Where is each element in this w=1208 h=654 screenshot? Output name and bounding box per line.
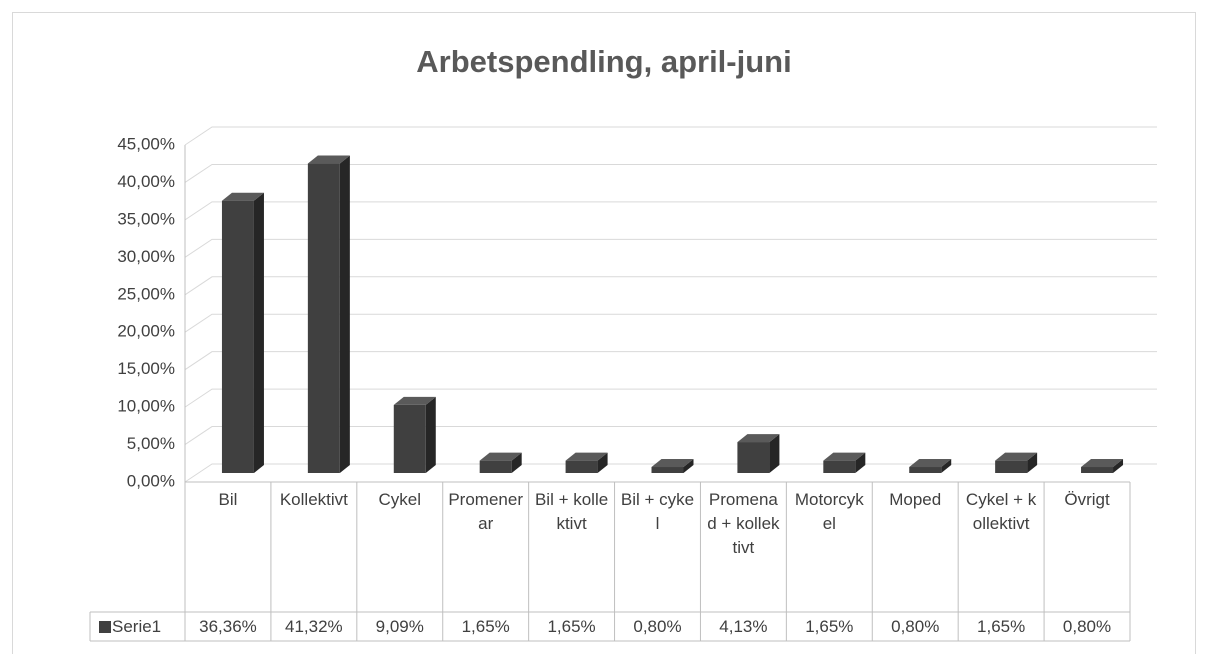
y-tick-label: 15,00% [117, 359, 175, 378]
bar-side [769, 434, 780, 473]
bar-top [823, 452, 866, 461]
bar [1081, 467, 1114, 473]
y-tick-label: 5,00% [127, 434, 175, 453]
bar-top [1081, 459, 1124, 468]
bar [393, 404, 426, 473]
bar-top [737, 434, 780, 443]
y-tick-label: 45,00% [117, 134, 175, 153]
value-label: 1,65% [977, 617, 1026, 636]
bar-side [683, 459, 694, 473]
chart-border [12, 12, 1196, 654]
bar-top [221, 192, 264, 201]
value-label: 1,65% [547, 617, 596, 636]
grid-line [184, 388, 1157, 408]
bar [651, 467, 684, 473]
grid-line [184, 238, 1157, 258]
category-label: Motorcykel [794, 490, 864, 533]
value-label: 0,80% [1062, 617, 1112, 636]
bar [823, 460, 856, 473]
grid-line [184, 126, 1157, 146]
bar-top [307, 155, 350, 164]
category-label: Övrigt [1064, 490, 1110, 509]
bar-top [651, 459, 694, 468]
value-label: 36,36% [199, 617, 257, 636]
y-tick-label: 0,00% [127, 471, 175, 490]
bar-side [511, 452, 522, 473]
bar-side [253, 192, 264, 474]
bar [995, 460, 1028, 473]
legend-key [99, 621, 111, 633]
value-label: 4,13% [719, 617, 768, 636]
bar [479, 460, 512, 473]
value-label: 1,65% [461, 617, 510, 636]
bar-side [1027, 452, 1038, 473]
category-label: Promenerar [448, 490, 523, 533]
category-label: Bil [218, 490, 238, 509]
y-tick-label: 30,00% [117, 247, 175, 266]
category-label: Kollektivt [279, 490, 348, 509]
bar-side [597, 452, 608, 473]
grid-line [184, 163, 1157, 183]
y-tick-label: 25,00% [117, 284, 175, 303]
value-label: 1,65% [805, 617, 854, 636]
bar-side [1113, 459, 1124, 473]
y-tick-label: 10,00% [117, 397, 175, 416]
grid-line [184, 201, 1157, 221]
bar-top [565, 452, 608, 461]
bar-top [393, 396, 436, 405]
bar [565, 460, 598, 473]
value-label: 41,32% [285, 617, 343, 636]
legend-label: Serie1 [112, 617, 162, 636]
value-label: 0,80% [891, 617, 940, 636]
chart-title: Arbetspendling, april-juni [416, 44, 791, 79]
category-label: Bil + kollektivt [534, 490, 609, 533]
bar-side [339, 155, 350, 473]
grid-line [184, 276, 1157, 296]
bar-side [941, 459, 952, 473]
bar-top [479, 452, 522, 461]
value-label: 0,80% [633, 617, 682, 636]
bar [307, 163, 340, 473]
grid-line [184, 351, 1157, 371]
bar-side [425, 396, 436, 473]
bar-side [855, 452, 866, 473]
bar-top [995, 452, 1038, 461]
bar [737, 442, 770, 473]
y-tick-label: 35,00% [117, 209, 175, 228]
category-label: Promenad + kollektivt [707, 490, 780, 557]
grid-line [184, 313, 1157, 333]
bar [221, 200, 254, 474]
category-label: Moped [889, 490, 942, 509]
bar-top [909, 459, 952, 468]
y-tick-label: 20,00% [117, 322, 175, 341]
bar [909, 467, 942, 473]
value-label: 9,09% [375, 617, 424, 636]
category-label: Cykel + kollektivt [965, 490, 1037, 533]
category-label: Cykel [378, 490, 422, 509]
category-label: Bil + cykel [620, 490, 695, 533]
y-tick-label: 40,00% [117, 172, 175, 191]
grid-line [184, 426, 1157, 445]
